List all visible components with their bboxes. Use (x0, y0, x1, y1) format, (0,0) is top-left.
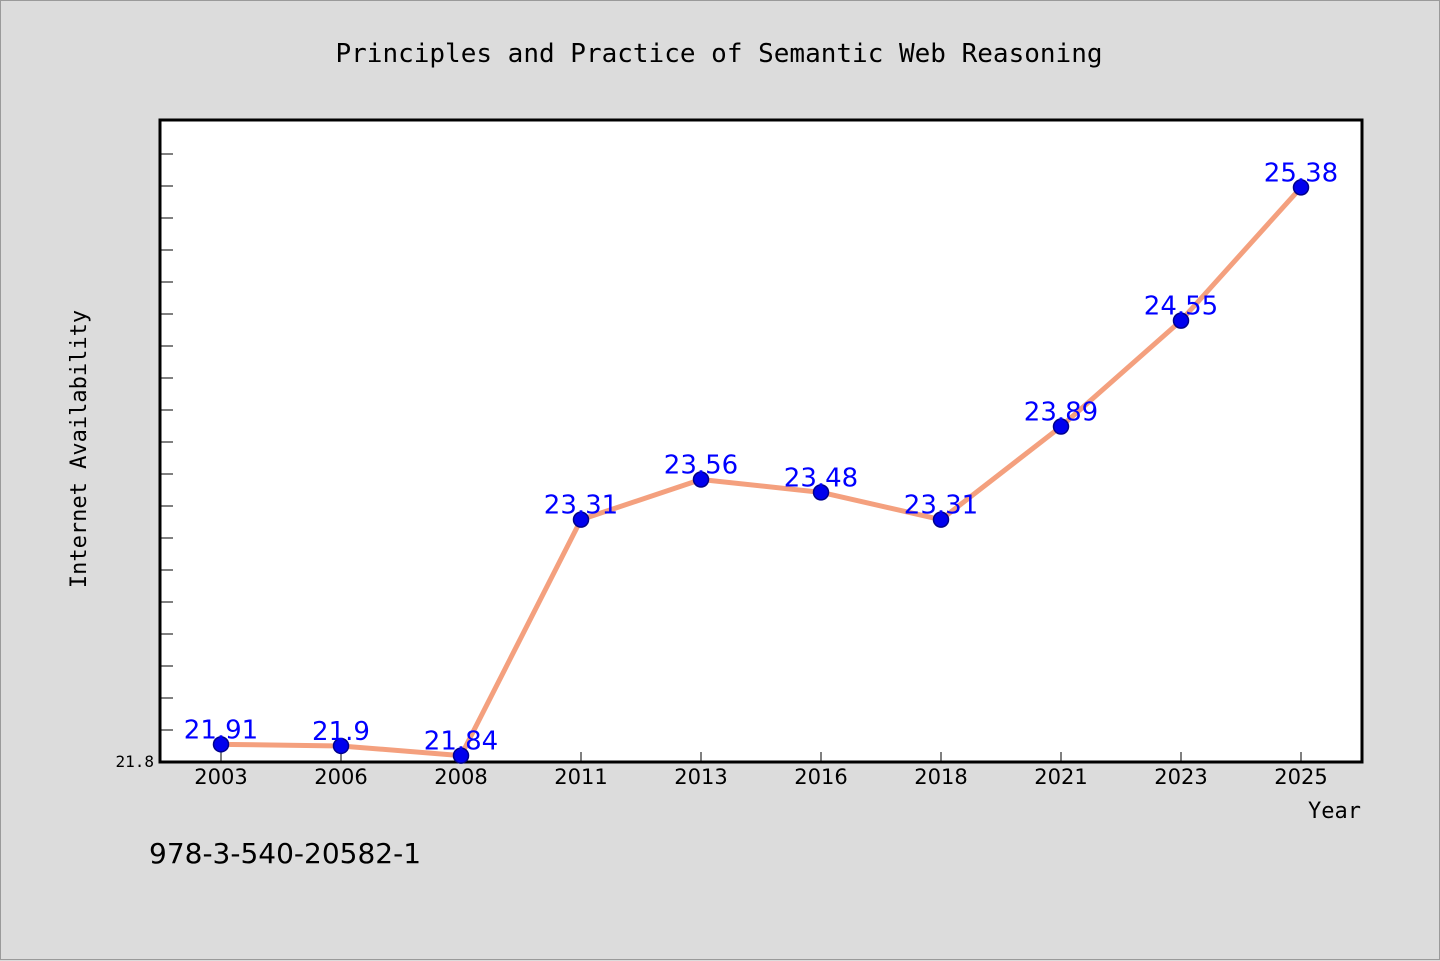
data-labels: 21.91 21.9 21.84 23.31 23.56 23.48 23.31 23.89 2… (184, 158, 1338, 756)
data-label: 23.56 (664, 451, 738, 481)
x-tick-label: 2023 (1154, 765, 1207, 789)
data-point (692, 471, 710, 488)
y-axis-tick-labels: 21.8 (115, 752, 154, 771)
series-line (218, 184, 1304, 759)
data-point (1052, 418, 1070, 435)
data-point (572, 511, 590, 528)
x-axis-label: Year (1308, 799, 1361, 824)
x-tick-label: 2011 (554, 765, 607, 789)
x-tick-label: 2003 (194, 765, 247, 789)
data-label: 24.55 (1144, 292, 1218, 322)
data-label: 21.91 (184, 715, 258, 745)
x-tick-label: 2006 (314, 765, 367, 789)
x-tick-label: 2016 (794, 765, 847, 789)
y-axis-ticks (160, 153, 173, 763)
data-label: 23.89 (1024, 398, 1098, 428)
y-tick-label: 21.8 (115, 752, 154, 771)
footnote-isbn: 978-3-540-20582-1 (149, 837, 421, 870)
data-label: 23.31 (544, 491, 618, 521)
data-label: 21.84 (424, 727, 498, 757)
data-point (212, 736, 230, 753)
series-markers (212, 179, 1310, 764)
x-tick-label: 2018 (914, 765, 967, 789)
data-label: 21.9 (312, 717, 370, 747)
data-point (332, 737, 350, 755)
plot-area (158, 118, 1364, 764)
data-label: 23.48 (784, 463, 858, 493)
x-tick-label: 2008 (434, 765, 487, 789)
x-tick-label: 2021 (1034, 765, 1087, 789)
x-tick-label: 2025 (1274, 765, 1327, 789)
data-label: 25.38 (1264, 158, 1338, 188)
data-point (812, 484, 830, 501)
chart-title: Principles and Practice of Semantic Web … (335, 39, 1102, 69)
y-axis-label: Internet Availability (67, 310, 92, 588)
data-point (1292, 179, 1310, 196)
x-axis-tick-labels: 2003 2006 2008 2011 2013 2016 2018 2021 2023 2025 (194, 765, 1327, 789)
data-point (452, 747, 470, 764)
data-label: 23.31 (904, 491, 978, 521)
data-point (1172, 312, 1190, 329)
data-point (932, 511, 950, 528)
x-tick-label: 2013 (674, 765, 727, 789)
